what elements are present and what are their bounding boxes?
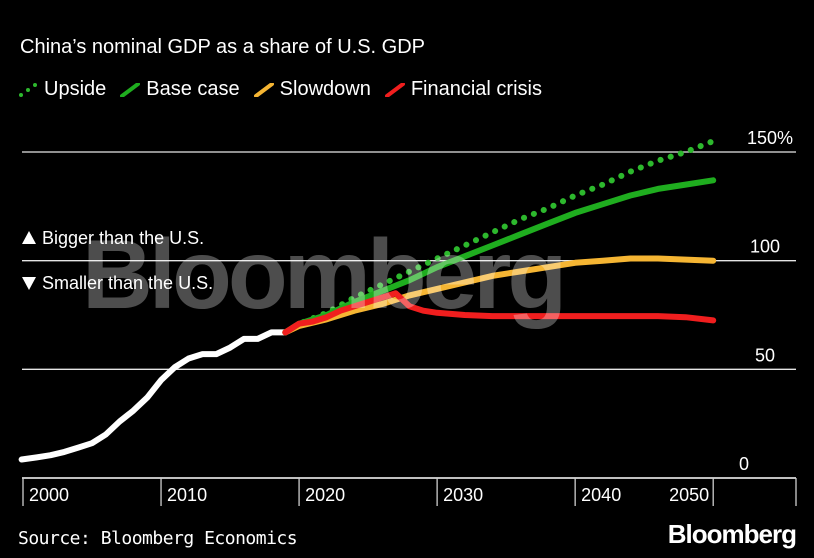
triangle-down-icon — [22, 276, 36, 290]
legend: Upside Base case Slowdown Financial cris… — [18, 78, 556, 101]
legend-item-financial-crisis: Financial crisis — [384, 78, 542, 101]
note-bigger-label: Bigger than the U.S. — [42, 228, 205, 248]
note-smaller-label: Smaller than the U.S. — [42, 273, 214, 293]
x-tick-label-2050: 2050 — [669, 485, 709, 505]
legend-label-base-case: Base case — [146, 78, 240, 100]
y-tick-label-150: 150% — [747, 128, 793, 148]
legend-swatch-slowdown — [253, 82, 274, 97]
legend-label-slowdown: Slowdown — [279, 78, 371, 100]
legend-item-slowdown: Slowdown — [253, 78, 371, 101]
y-tick-label-0: 0 — [739, 454, 749, 474]
series-upside — [282, 138, 717, 336]
legend-label-financial-crisis: Financial crisis — [410, 78, 542, 100]
y-tick-label-50: 50 — [755, 345, 775, 365]
x-tick-label-2010: 2010 — [167, 485, 207, 505]
note-smaller: Smaller than the U.S. — [22, 273, 213, 294]
x-tick-label-2040: 2040 — [581, 485, 621, 505]
legend-item-upside: Upside — [18, 78, 106, 101]
note-bigger: Bigger than the U.S. — [22, 228, 204, 249]
legend-label-upside: Upside — [44, 78, 107, 100]
triangle-up-icon — [22, 230, 36, 244]
legend-item-base-case: Base case — [120, 78, 240, 101]
source-note: Source: Bloomberg Economics — [18, 528, 298, 549]
bloomberg-logo: Bloomberg — [667, 519, 797, 549]
series-historical — [18, 329, 289, 463]
chart-title: China’s nominal GDP as a share of U.S. G… — [20, 36, 425, 58]
series-slowdown — [282, 255, 717, 336]
x-tick-label-2020: 2020 — [305, 485, 345, 505]
x-tick-label-2030: 2030 — [443, 485, 483, 505]
y-tick-label-100: 100 — [750, 237, 780, 257]
legend-swatch-upside — [19, 82, 37, 97]
legend-swatch-financial-crisis — [384, 82, 405, 97]
x-tick-label-2000: 2000 — [29, 485, 69, 505]
legend-swatch-base-case — [120, 82, 141, 97]
series-financial-crisis — [282, 290, 717, 336]
